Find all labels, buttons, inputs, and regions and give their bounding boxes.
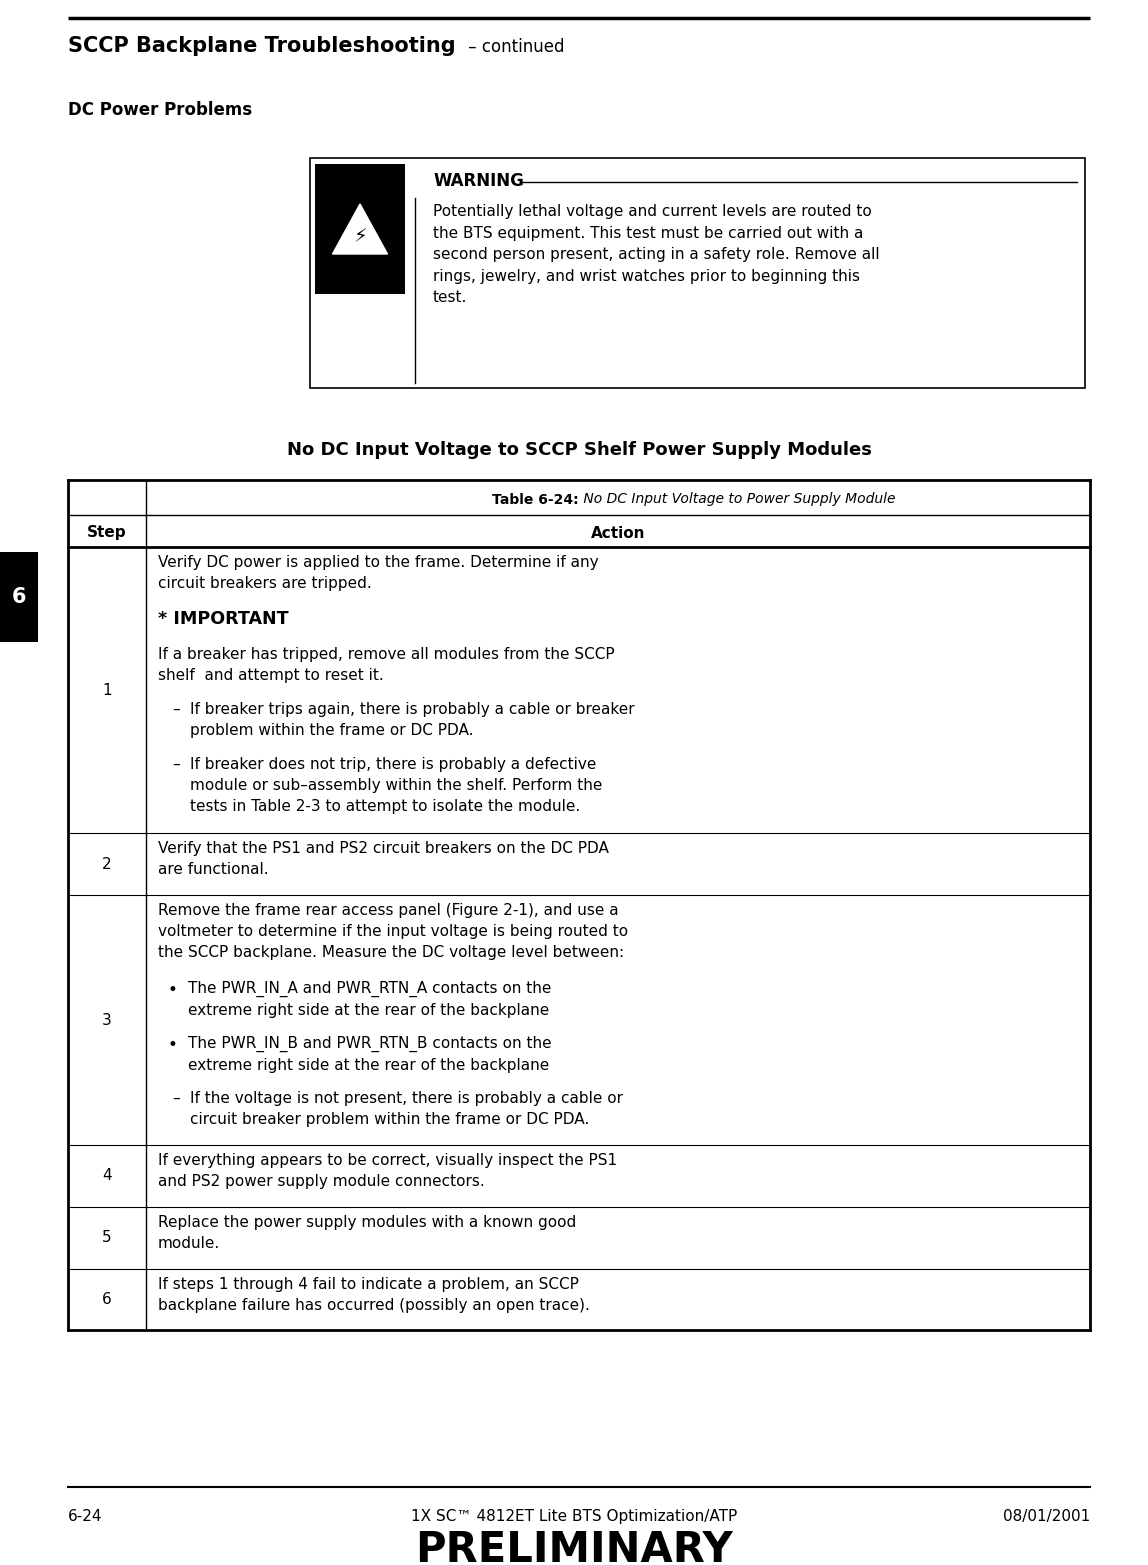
Polygon shape bbox=[333, 203, 388, 254]
Text: If the voltage is not present, there is probably a cable or
circuit breaker prob: If the voltage is not present, there is … bbox=[191, 1091, 623, 1127]
Text: 1: 1 bbox=[102, 682, 111, 698]
Text: If breaker trips again, there is probably a cable or breaker
problem within the : If breaker trips again, there is probabl… bbox=[191, 701, 635, 737]
Text: If steps 1 through 4 fail to indicate a problem, an SCCP
backplane failure has o: If steps 1 through 4 fail to indicate a … bbox=[158, 1277, 590, 1313]
Text: Verify that the PS1 and PS2 circuit breakers on the DC PDA
are functional.: Verify that the PS1 and PS2 circuit brea… bbox=[158, 842, 608, 878]
Text: SCCP Backplane Troubleshooting: SCCP Backplane Troubleshooting bbox=[68, 36, 456, 56]
Text: Remove the frame rear access panel (Figure 2-1), and use a
voltmeter to determin: Remove the frame rear access panel (Figu… bbox=[158, 903, 628, 961]
Text: * IMPORTANT: * IMPORTANT bbox=[158, 610, 288, 628]
Text: No DC Input Voltage to Power Supply Module: No DC Input Voltage to Power Supply Modu… bbox=[579, 493, 895, 507]
Text: Potentially lethal voltage and current levels are routed to
the BTS equipment. T: Potentially lethal voltage and current l… bbox=[433, 203, 879, 305]
Text: 3: 3 bbox=[102, 1013, 111, 1028]
Bar bbox=[0, 552, 38, 642]
Text: If a breaker has tripped, remove all modules from the SCCP
shelf  and attempt to: If a breaker has tripped, remove all mod… bbox=[158, 646, 614, 682]
Text: ⚡: ⚡ bbox=[354, 227, 367, 247]
Text: Verify DC power is applied to the frame. Determine if any
circuit breakers are t: Verify DC power is applied to the frame.… bbox=[158, 556, 598, 592]
Text: No DC Input Voltage to SCCP Shelf Power Supply Modules: No DC Input Voltage to SCCP Shelf Power … bbox=[287, 441, 871, 459]
Bar bbox=[315, 164, 405, 294]
Text: The PWR_IN_B and PWR_RTN_B contacts on the
extreme right side at the rear of the: The PWR_IN_B and PWR_RTN_B contacts on t… bbox=[188, 1036, 552, 1074]
Text: 5: 5 bbox=[102, 1230, 111, 1246]
Bar bbox=[310, 158, 1085, 388]
Text: DC Power Problems: DC Power Problems bbox=[68, 102, 253, 119]
Text: 6: 6 bbox=[11, 587, 26, 607]
Text: Step: Step bbox=[87, 526, 126, 540]
Text: PRELIMINARY: PRELIMINARY bbox=[416, 1529, 732, 1565]
Text: 1X SC™ 4812ET Lite BTS Optimization/ATP: 1X SC™ 4812ET Lite BTS Optimization/ATP bbox=[411, 1509, 737, 1524]
Text: 6-24: 6-24 bbox=[68, 1509, 102, 1524]
Text: 2: 2 bbox=[102, 856, 111, 872]
Text: Replace the power supply modules with a known good
module.: Replace the power supply modules with a … bbox=[158, 1214, 576, 1250]
Text: –: – bbox=[172, 701, 179, 717]
Text: – continued: – continued bbox=[463, 38, 565, 56]
Text: Action: Action bbox=[591, 526, 645, 540]
Text: –: – bbox=[172, 756, 179, 772]
Text: The PWR_IN_A and PWR_RTN_A contacts on the
extreme right side at the rear of the: The PWR_IN_A and PWR_RTN_A contacts on t… bbox=[188, 981, 551, 1019]
Text: 6: 6 bbox=[102, 1293, 111, 1307]
Text: 08/01/2001: 08/01/2001 bbox=[1002, 1509, 1089, 1524]
Text: •: • bbox=[168, 981, 178, 998]
Text: If breaker does not trip, there is probably a defective
module or sub–assembly w: If breaker does not trip, there is proba… bbox=[191, 756, 603, 814]
Text: WARNING: WARNING bbox=[433, 172, 523, 189]
Text: –: – bbox=[172, 1091, 179, 1106]
Text: Table 6-24:: Table 6-24: bbox=[492, 493, 579, 507]
Text: •: • bbox=[168, 1036, 178, 1055]
Text: If everything appears to be correct, visually inspect the PS1
and PS2 power supp: If everything appears to be correct, vis… bbox=[158, 1153, 618, 1189]
Text: 4: 4 bbox=[102, 1169, 111, 1183]
